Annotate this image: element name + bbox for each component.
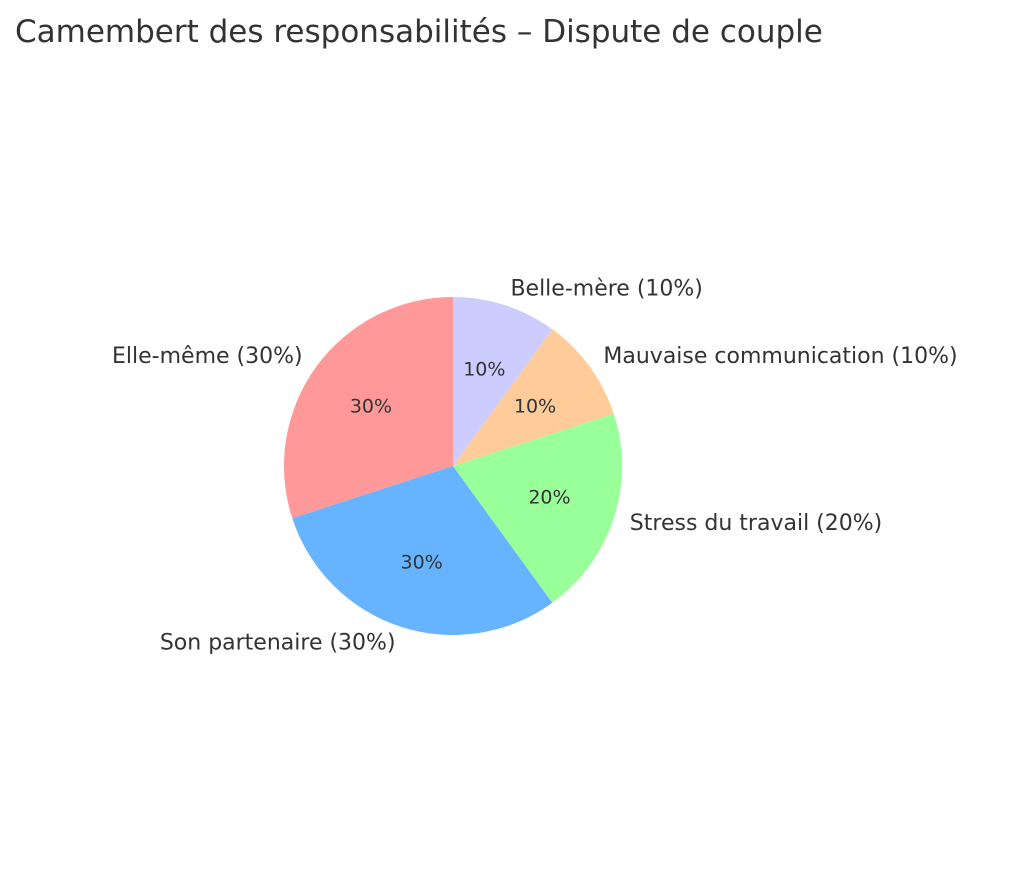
slice-percent-label-2: 20% xyxy=(528,486,570,508)
chart-title: Camembert des responsabilités – Dispute … xyxy=(15,14,823,50)
pie-slice-4 xyxy=(453,297,553,466)
pie-slice-0 xyxy=(283,297,453,519)
slice-percent-label-1: 30% xyxy=(401,551,443,573)
pie-slice-1 xyxy=(292,466,553,635)
slice-category-label-1: Son partenaire (30%) xyxy=(160,630,396,655)
slice-percent-label-3: 10% xyxy=(514,395,556,417)
slice-percent-label-0: 30% xyxy=(350,395,392,417)
pie-slices xyxy=(283,297,622,635)
slice-category-label-3: Mauvaise communication (10%) xyxy=(603,344,957,369)
slice-percent-label-4: 10% xyxy=(463,359,505,381)
slice-category-label-4: Belle-mère (10%) xyxy=(510,277,702,302)
slice-category-label-2: Stress du travail (20%) xyxy=(630,511,882,536)
pie-labels: 30% Elle-même (30%) 30% Son partenaire (30%… xyxy=(112,277,958,656)
slice-category-label-0: Elle-même (30%) xyxy=(112,344,303,369)
pie-slice-3 xyxy=(453,329,614,466)
pie-slice-2 xyxy=(453,413,622,603)
